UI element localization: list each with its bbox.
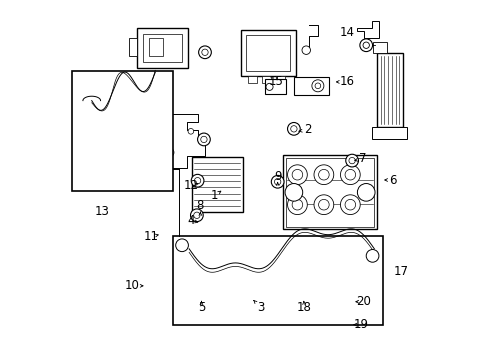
Text: 16: 16 <box>339 76 354 89</box>
Text: 12: 12 <box>183 179 199 192</box>
Text: 4: 4 <box>187 214 194 227</box>
Circle shape <box>194 177 201 184</box>
Circle shape <box>287 195 306 215</box>
Bar <box>129 38 137 56</box>
Text: 15: 15 <box>268 76 283 89</box>
Circle shape <box>165 148 174 157</box>
Circle shape <box>193 212 200 219</box>
Text: 2: 2 <box>304 123 311 136</box>
Bar <box>293 77 328 95</box>
Bar <box>191 157 242 212</box>
Text: 8: 8 <box>196 199 203 212</box>
Bar <box>246 35 290 71</box>
Circle shape <box>348 157 355 164</box>
Circle shape <box>188 129 193 134</box>
Text: 14: 14 <box>339 26 354 39</box>
Text: 6: 6 <box>388 174 396 186</box>
Text: 18: 18 <box>296 301 311 314</box>
Circle shape <box>271 175 284 188</box>
Circle shape <box>311 80 323 92</box>
Bar <box>143 34 182 62</box>
Circle shape <box>318 170 328 180</box>
Text: 7: 7 <box>358 152 366 165</box>
Bar <box>149 38 163 56</box>
Text: 5: 5 <box>197 301 205 314</box>
Bar <box>137 28 188 68</box>
Bar <box>247 76 256 83</box>
Circle shape <box>362 42 368 48</box>
Bar <box>264 80 285 94</box>
Circle shape <box>313 195 333 215</box>
Circle shape <box>359 39 372 51</box>
Circle shape <box>345 199 355 210</box>
Circle shape <box>340 165 360 185</box>
Circle shape <box>357 184 374 201</box>
Bar <box>283 155 376 229</box>
Text: 9: 9 <box>273 170 281 183</box>
Circle shape <box>314 83 320 89</box>
Text: 13: 13 <box>94 205 109 218</box>
Text: 3: 3 <box>256 301 264 314</box>
Circle shape <box>274 179 280 185</box>
Text: 1: 1 <box>210 189 218 202</box>
Bar <box>276 76 285 83</box>
Circle shape <box>340 195 360 215</box>
Circle shape <box>285 184 302 201</box>
Circle shape <box>291 199 302 210</box>
Bar <box>72 71 173 190</box>
Text: 11: 11 <box>143 230 158 243</box>
Polygon shape <box>357 21 378 38</box>
Circle shape <box>318 199 328 210</box>
Circle shape <box>287 122 300 135</box>
Bar <box>371 127 406 139</box>
Circle shape <box>345 154 358 167</box>
Circle shape <box>345 170 355 180</box>
Circle shape <box>197 133 210 146</box>
Bar <box>241 30 295 76</box>
Circle shape <box>198 46 211 59</box>
Bar <box>372 42 386 53</box>
Bar <box>262 76 270 83</box>
Text: 19: 19 <box>353 318 367 331</box>
Bar <box>173 237 383 325</box>
Circle shape <box>201 136 207 143</box>
Circle shape <box>302 46 310 54</box>
Circle shape <box>265 83 272 90</box>
Circle shape <box>202 49 208 55</box>
Circle shape <box>190 209 203 222</box>
Bar <box>285 158 373 226</box>
Circle shape <box>313 165 333 185</box>
Circle shape <box>366 249 378 262</box>
Circle shape <box>290 126 296 132</box>
Circle shape <box>175 239 188 252</box>
Circle shape <box>191 174 203 187</box>
Text: 10: 10 <box>124 279 140 292</box>
Circle shape <box>291 170 302 180</box>
Text: 17: 17 <box>393 265 408 278</box>
Circle shape <box>287 165 306 185</box>
Text: 20: 20 <box>356 295 370 308</box>
Bar <box>376 53 403 127</box>
